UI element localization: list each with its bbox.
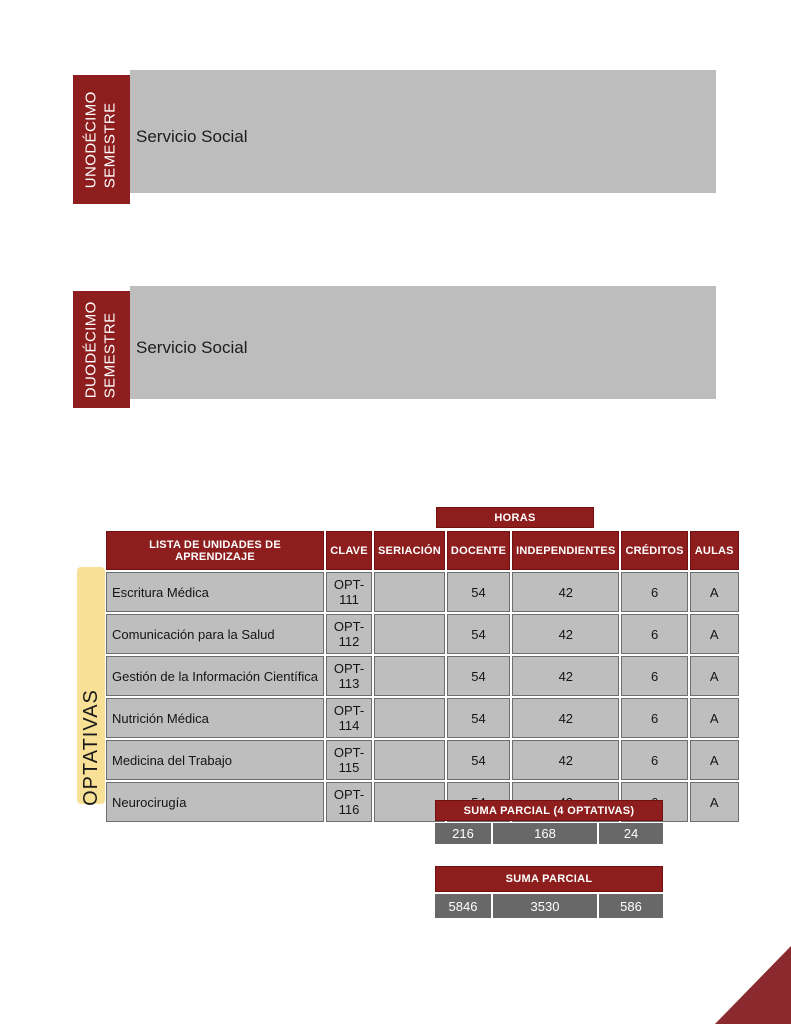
suma-optativas-creditos: 24 xyxy=(599,823,663,844)
semester-12-label-block: DUODÉCIMO SEMESTRE xyxy=(73,291,130,408)
optativas-table-body: Escritura Médica OPT-111 54 42 6 A Comunicació… xyxy=(106,572,739,822)
semester-11-label-block: UNODÉCIMO SEMESTRE xyxy=(73,75,130,204)
cell-independientes: 42 xyxy=(512,740,620,780)
cell-creditos: 6 xyxy=(621,572,688,612)
table-row: Medicina del Trabajo OPT-115 54 42 6 A xyxy=(106,740,739,780)
cell-docente: 54 xyxy=(446,656,511,696)
suma-parcial-docente: 5846 xyxy=(435,894,491,918)
cell-clave: OPT-113 xyxy=(326,656,372,696)
cell-clave: OPT-115 xyxy=(326,740,372,780)
cell-aulas: A xyxy=(689,698,739,738)
header-docente: DOCENTE xyxy=(446,531,511,570)
cell-docente: 54 xyxy=(446,698,511,738)
horas-header: HORAS xyxy=(436,507,594,528)
semester-12-label-line1: DUODÉCIMO xyxy=(82,301,100,398)
cell-creditos: 6 xyxy=(621,656,688,696)
cell-independientes: 42 xyxy=(512,572,620,612)
cell-aulas: A xyxy=(689,614,739,654)
suma-parcial-values: 5846 3530 586 xyxy=(435,894,663,918)
suma-optativas-docente: 216 xyxy=(435,823,491,844)
semester-12-vertical-label: DUODÉCIMO SEMESTRE xyxy=(83,301,121,398)
cell-nombre: Medicina del Trabajo xyxy=(106,740,324,780)
cell-independientes: 42 xyxy=(512,656,620,696)
header-independientes: INDEPENDIENTES xyxy=(512,531,620,570)
cell-docente: 54 xyxy=(446,614,511,654)
semester-11-label-line2: SEMESTRE xyxy=(101,102,119,188)
cell-seriacion xyxy=(374,614,445,654)
header-clave: CLAVE xyxy=(326,531,372,570)
header-aulas: AULAS xyxy=(689,531,739,570)
suma-parcial-independientes: 3530 xyxy=(493,894,597,918)
semester-12-banner: Servicio Social xyxy=(130,286,716,399)
cell-seriacion xyxy=(374,740,445,780)
semester-11-label-line1: UNODÉCIMO xyxy=(82,91,100,188)
cell-creditos: 6 xyxy=(621,698,688,738)
suma-optativas-values: 216 168 24 xyxy=(435,823,663,844)
optativas-side-label: OPTATIVAS xyxy=(79,689,102,806)
semester-12-content: Servicio Social xyxy=(136,337,248,357)
corner-triangle-icon xyxy=(715,946,791,1024)
table-header-row: LISTA DE UNIDADES DE APRENDIZAJE CLAVE S… xyxy=(106,531,739,570)
cell-nombre: Neurocirugía xyxy=(106,782,324,822)
suma-parcial-creditos: 586 xyxy=(599,894,663,918)
cell-clave: OPT-116 xyxy=(326,782,372,822)
cell-seriacion xyxy=(374,782,445,822)
cell-clave: OPT-112 xyxy=(326,614,372,654)
semester-11-vertical-label: UNODÉCIMO SEMESTRE xyxy=(83,91,121,188)
cell-seriacion xyxy=(374,656,445,696)
cell-aulas: A xyxy=(689,740,739,780)
header-creditos: CRÉDITOS xyxy=(621,531,688,570)
optativas-side-strip: OPTATIVAS xyxy=(77,567,105,806)
cell-nombre: Escritura Médica xyxy=(106,572,324,612)
cell-seriacion xyxy=(374,698,445,738)
cell-seriacion xyxy=(374,572,445,612)
semester-11-banner: Servicio Social xyxy=(130,70,716,193)
cell-creditos: 6 xyxy=(621,740,688,780)
table-row: Escritura Médica OPT-111 54 42 6 A xyxy=(106,572,739,612)
cell-docente: 54 xyxy=(446,740,511,780)
suma-optativas-independientes: 168 xyxy=(493,823,597,844)
table-row: Nutrición Médica OPT-114 54 42 6 A xyxy=(106,698,739,738)
cell-docente: 54 xyxy=(446,572,511,612)
cell-clave: OPT-111 xyxy=(326,572,372,612)
cell-nombre: Nutrición Médica xyxy=(106,698,324,738)
suma-optativas-header: SUMA PARCIAL (4 OPTATIVAS) xyxy=(435,800,663,821)
cell-clave: OPT-114 xyxy=(326,698,372,738)
suma-parcial-header: SUMA PARCIAL xyxy=(435,866,663,892)
semester-11-content: Servicio Social xyxy=(136,126,248,146)
table-row: Gestión de la Información Científica OPT-… xyxy=(106,656,739,696)
cell-aulas: A xyxy=(689,782,739,822)
cell-aulas: A xyxy=(689,656,739,696)
cell-aulas: A xyxy=(689,572,739,612)
cell-creditos: 6 xyxy=(621,614,688,654)
header-seriacion: SERIACIÓN xyxy=(374,531,445,570)
cell-nombre: Comunicación para la Salud xyxy=(106,614,324,654)
cell-nombre: Gestión de la Información Científica xyxy=(106,656,324,696)
header-lista: LISTA DE UNIDADES DE APRENDIZAJE xyxy=(106,531,324,570)
semester-12-label-line2: SEMESTRE xyxy=(101,312,119,398)
cell-independientes: 42 xyxy=(512,614,620,654)
table-row: Comunicación para la Salud OPT-112 54 42 6 A xyxy=(106,614,739,654)
cell-independientes: 42 xyxy=(512,698,620,738)
optativas-table: LISTA DE UNIDADES DE APRENDIZAJE CLAVE S… xyxy=(104,529,741,824)
